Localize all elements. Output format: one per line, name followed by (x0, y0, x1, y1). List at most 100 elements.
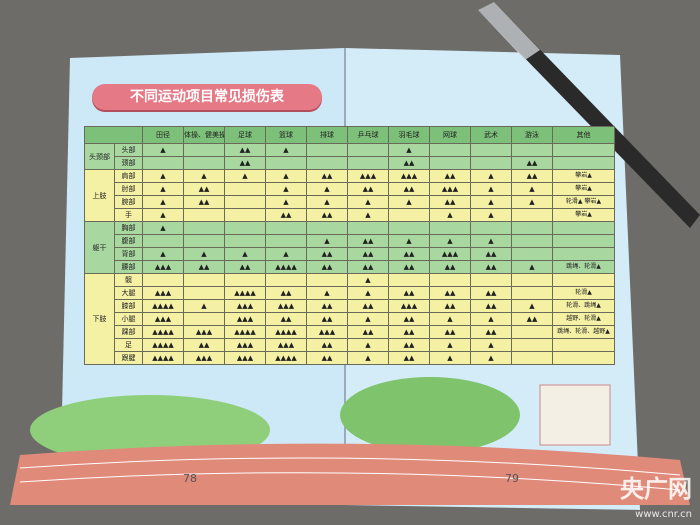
injury-cell: ▲▲ (388, 351, 430, 365)
injury-cell: ▲▲▲▲ (142, 351, 184, 365)
injury-cell: ▲▲ (306, 312, 348, 326)
injury-cell: ▲ (265, 182, 307, 196)
injury-cell: ▲▲ (388, 156, 430, 170)
injury-cell: ▲ (142, 221, 184, 235)
column-header: 体操、健美操 (183, 126, 225, 144)
column-header: 游泳 (511, 126, 553, 144)
table-title: 不同运动项目常见损伤表 (92, 84, 322, 110)
injury-cell: ▲ (429, 208, 471, 222)
injury-cell (224, 273, 266, 287)
injury-cell: ▲ (142, 208, 184, 222)
injury-cell: ▲ (347, 312, 389, 326)
injury-cell: ▲▲ (470, 325, 512, 339)
injury-cell: ▲ (224, 247, 266, 261)
injury-cell: ▲▲▲▲ (265, 260, 307, 274)
injury-cell: ▲ (142, 169, 184, 183)
table-row: 腰部 ▲▲▲ ▲▲ ▲▲ ▲▲▲▲ ▲▲ ▲▲ ▲▲ ▲▲ ▲▲ ▲ 跳绳、轮滑▲ (84, 260, 615, 274)
injury-cell: ▲ (265, 169, 307, 183)
injury-cell: ▲▲ (388, 312, 430, 326)
injury-cell: 轮滑▲ 攀岩▲ (552, 195, 615, 209)
injury-cell (224, 195, 266, 209)
injury-cell: ▲ (347, 286, 389, 300)
injury-cell: 攀岩▲ (552, 169, 615, 183)
injury-cell: ▲▲ (306, 338, 348, 352)
injury-cell (511, 325, 553, 339)
body-part: 胸部 (114, 221, 143, 235)
injury-cell: ▲ (347, 208, 389, 222)
table-row: 腕部 ▲ ▲▲ ▲ ▲ ▲ ▲ ▲▲ ▲ ▲ 轮滑▲ 攀岩▲ (84, 195, 615, 209)
injury-cell: ▲ (183, 169, 225, 183)
injury-cell: ▲ (429, 234, 471, 248)
injury-cell: ▲ (429, 312, 471, 326)
injury-cell: ▲▲ (306, 247, 348, 261)
injury-cell: ▲▲ (306, 260, 348, 274)
injury-cell: ▲▲▲ (183, 325, 225, 339)
injury-cell (429, 156, 471, 170)
body-part: 跟腱 (114, 351, 143, 365)
injury-cell (183, 156, 225, 170)
injury-cell (552, 221, 615, 235)
injury-cell: ▲ (429, 351, 471, 365)
injury-cell: ▲▲▲ (224, 351, 266, 365)
injury-cell: ▲ (347, 351, 389, 365)
injury-cell (470, 221, 512, 235)
injury-cell (224, 221, 266, 235)
injury-cell: ▲▲▲ (224, 312, 266, 326)
injury-cell: ▲▲ (388, 325, 430, 339)
table-row: 踝部 ▲▲▲▲ ▲▲▲ ▲▲▲▲ ▲▲▲▲ ▲▲▲ ▲▲ ▲▲ ▲▲ ▲▲ 跳绳、轮滑、越野▲ (84, 325, 615, 339)
table-row: 头颈部 头部 ▲ ▲▲ ▲ ▲ (84, 143, 615, 170)
injury-cell: ▲▲ (511, 169, 553, 183)
track-line (19, 457, 681, 476)
injury-cell: ▲▲▲ (388, 169, 430, 183)
injury-cell (306, 273, 348, 287)
injury-cell: ▲▲▲▲ (265, 351, 307, 365)
table-row: 上肢 肩部 ▲ ▲ ▲ ▲ ▲▲ ▲▲▲ ▲▲▲ ▲▲ ▲ ▲▲ 攀岩▲ (84, 169, 615, 222)
house (539, 384, 611, 446)
injury-cell (511, 338, 553, 352)
injury-cell: ▲▲ (265, 208, 307, 222)
injury-cell: ▲▲▲▲ (224, 286, 266, 300)
injury-cell: 越野、轮滑▲ (552, 312, 615, 326)
injury-cell: ▲▲▲ (347, 169, 389, 183)
table-row: 躯干 胸部 ▲ (84, 221, 615, 274)
body-part: 腹部 (114, 234, 143, 248)
page-number: 78 (183, 472, 197, 485)
injury-cell (347, 156, 389, 170)
injury-cell (183, 208, 225, 222)
column-header: 羽毛球 (388, 126, 430, 144)
injury-cell (183, 312, 225, 326)
injury-cell: ▲▲ (224, 143, 266, 157)
injury-cell (183, 234, 225, 248)
table-row: 颈部 ▲▲ ▲▲ ▲▲ (84, 156, 615, 170)
injury-cell (265, 221, 307, 235)
body-part: 膝部 (114, 299, 143, 313)
pen-cap (478, 2, 540, 60)
injury-cell: ▲ (142, 247, 184, 261)
body-part: 肘部 (114, 182, 143, 196)
body-part: 头部 (114, 143, 143, 157)
column-header: 足球 (224, 126, 266, 144)
injury-cell (142, 156, 184, 170)
table-row: 下肢髋 ▲ (84, 273, 615, 365)
injury-cell: ▲▲▲ (224, 299, 266, 313)
table-row: 背部 ▲ ▲ ▲ ▲ ▲▲ ▲▲ ▲▲ ▲▲▲ ▲▲ (84, 247, 615, 261)
injury-cell (388, 221, 430, 235)
injury-cell: ▲ (470, 312, 512, 326)
injury-cell (511, 247, 553, 261)
watermark-logo: 央广网 (620, 475, 692, 503)
injury-cell: ▲▲▲ (306, 325, 348, 339)
injury-cell: ▲▲ (306, 299, 348, 313)
injury-cell (511, 351, 553, 365)
injury-cell: ▲ (511, 260, 553, 274)
column-header: 其他 (552, 126, 615, 144)
injury-cell: ▲▲ (183, 182, 225, 196)
injury-cell: ▲▲ (511, 312, 553, 326)
injury-cell: ▲ (347, 273, 389, 287)
injury-cell: ▲▲ (388, 260, 430, 274)
injury-cell (388, 208, 430, 222)
injury-cell (265, 273, 307, 287)
track-line (19, 472, 681, 491)
injury-cell (511, 221, 553, 235)
injury-cell: ▲ (306, 195, 348, 209)
injury-cell: ▲ (470, 208, 512, 222)
